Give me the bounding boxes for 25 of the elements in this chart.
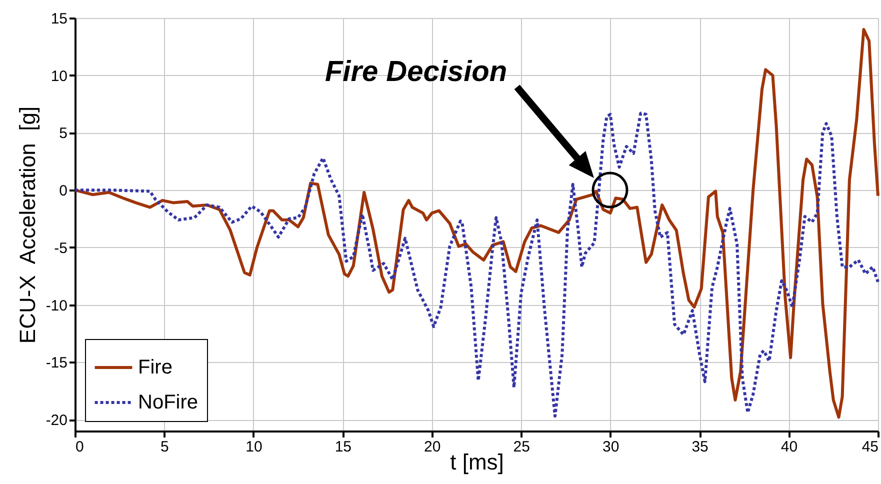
y-tick-label: -10 xyxy=(46,297,68,314)
line-series xyxy=(74,112,880,418)
y-tick-label: -20 xyxy=(46,412,68,430)
y-tick-label: -15 xyxy=(46,354,68,372)
x-axis-title: t [ms] xyxy=(450,450,504,474)
x-tick-label: 40 xyxy=(780,438,798,456)
x-tick-label: 35 xyxy=(692,438,708,456)
x-tick-label: 10 xyxy=(246,438,262,456)
legend-label: Fire xyxy=(138,356,172,378)
x-tick-label: 20 xyxy=(424,438,441,456)
x-tick-label: 0 xyxy=(76,438,84,456)
y-tick-label: 15 xyxy=(50,10,68,28)
y-axis-title: ECU-X Acceleration [g] xyxy=(14,106,40,344)
annotation: Fire Decision xyxy=(324,56,508,88)
x-tick-label: 15 xyxy=(334,438,352,456)
line-series xyxy=(74,28,880,419)
x-tick-label: 45 xyxy=(862,438,878,456)
x-tick-label: 25 xyxy=(513,438,530,456)
y-tick-label: 5 xyxy=(59,125,68,142)
y-tick-label: -5 xyxy=(54,240,68,257)
legend-label: NoFire xyxy=(138,392,198,414)
y-tick-label: 10 xyxy=(50,68,68,85)
x-tick-label: 5 xyxy=(160,438,169,456)
y-tick-label: 0 xyxy=(59,182,68,200)
x-tick-label: 30 xyxy=(602,438,620,456)
